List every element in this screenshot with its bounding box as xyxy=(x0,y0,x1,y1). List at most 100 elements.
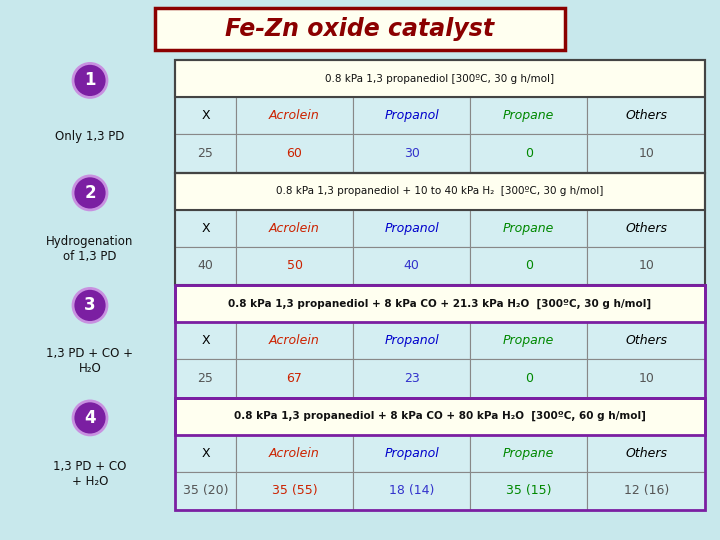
Bar xyxy=(353,322,470,359)
Bar xyxy=(175,285,705,322)
Text: 0: 0 xyxy=(525,372,533,385)
Text: Propane: Propane xyxy=(503,109,554,122)
Text: 0.8 kPa 1,3 propanediol [300ºC, 30 g h/mol]: 0.8 kPa 1,3 propanediol [300ºC, 30 g h/m… xyxy=(325,73,554,84)
Text: Only 1,3 PD: Only 1,3 PD xyxy=(55,130,125,143)
Bar xyxy=(175,322,236,359)
Bar xyxy=(470,210,588,247)
Bar xyxy=(588,322,705,359)
Text: 0.8 kPa 1,3 propanediol + 8 kPa CO + 80 kPa H₂O  [300ºC, 60 g h/mol]: 0.8 kPa 1,3 propanediol + 8 kPa CO + 80 … xyxy=(234,411,646,421)
Text: Acrolein: Acrolein xyxy=(269,447,320,460)
Bar xyxy=(175,285,705,397)
Bar xyxy=(175,172,705,285)
Text: Propanol: Propanol xyxy=(384,222,439,235)
Bar xyxy=(470,359,588,397)
Bar xyxy=(588,210,705,247)
Text: X: X xyxy=(201,447,210,460)
Bar xyxy=(588,359,705,397)
Bar xyxy=(470,472,588,510)
Bar xyxy=(175,359,236,397)
Bar xyxy=(175,60,705,97)
Bar xyxy=(236,472,353,510)
Text: 4: 4 xyxy=(84,409,96,427)
Text: Propane: Propane xyxy=(503,222,554,235)
Bar xyxy=(175,210,236,247)
Bar xyxy=(588,472,705,510)
Text: Acrolein: Acrolein xyxy=(269,334,320,347)
Text: Others: Others xyxy=(625,447,667,460)
Bar xyxy=(175,472,236,510)
Bar xyxy=(236,435,353,472)
Bar xyxy=(353,97,470,134)
Text: 10: 10 xyxy=(638,259,654,272)
Text: 0.8 kPa 1,3 propanediol + 8 kPa CO + 21.3 kPa H₂O  [300ºC, 30 g h/mol]: 0.8 kPa 1,3 propanediol + 8 kPa CO + 21.… xyxy=(228,299,652,309)
Bar xyxy=(175,97,236,134)
Text: 0: 0 xyxy=(525,259,533,272)
Bar xyxy=(175,397,705,435)
Text: Others: Others xyxy=(625,334,667,347)
Bar xyxy=(353,359,470,397)
Text: 25: 25 xyxy=(197,147,213,160)
Text: 40: 40 xyxy=(197,259,213,272)
Bar xyxy=(155,8,565,50)
Circle shape xyxy=(73,288,107,322)
Bar xyxy=(175,172,705,210)
Bar xyxy=(353,472,470,510)
Bar xyxy=(175,397,705,435)
Text: Acrolein: Acrolein xyxy=(269,222,320,235)
Bar xyxy=(236,97,353,134)
Text: 18 (14): 18 (14) xyxy=(389,484,434,497)
Bar xyxy=(175,134,236,172)
Text: 35 (15): 35 (15) xyxy=(506,484,552,497)
Text: Others: Others xyxy=(625,222,667,235)
Bar xyxy=(588,435,705,472)
Bar xyxy=(236,134,353,172)
Text: Propanol: Propanol xyxy=(384,109,439,122)
Bar xyxy=(470,247,588,285)
Text: 67: 67 xyxy=(287,372,302,385)
Bar xyxy=(236,322,353,359)
Bar xyxy=(236,359,353,397)
Bar xyxy=(588,247,705,285)
Bar xyxy=(236,210,353,247)
Text: 35 (55): 35 (55) xyxy=(271,484,318,497)
Text: Propanol: Propanol xyxy=(384,334,439,347)
Text: Propanol: Propanol xyxy=(384,447,439,460)
Bar xyxy=(353,210,470,247)
Text: X: X xyxy=(201,334,210,347)
Bar xyxy=(175,60,705,172)
Bar xyxy=(588,97,705,134)
Bar xyxy=(353,247,470,285)
Text: Acrolein: Acrolein xyxy=(269,109,320,122)
Text: 60: 60 xyxy=(287,147,302,160)
Text: X: X xyxy=(201,222,210,235)
Bar xyxy=(236,247,353,285)
Text: 25: 25 xyxy=(197,372,213,385)
Text: 23: 23 xyxy=(404,372,420,385)
Bar xyxy=(470,134,588,172)
Text: 2: 2 xyxy=(84,184,96,202)
Bar xyxy=(353,435,470,472)
Text: 1: 1 xyxy=(84,71,96,90)
Text: 3: 3 xyxy=(84,296,96,314)
Text: Propane: Propane xyxy=(503,334,554,347)
Bar xyxy=(175,247,236,285)
Text: 0.8 kPa 1,3 propanediol + 10 to 40 kPa H₂  [300ºC, 30 g h/mol]: 0.8 kPa 1,3 propanediol + 10 to 40 kPa H… xyxy=(276,186,603,196)
Text: 1,3 PD + CO +
H₂O: 1,3 PD + CO + H₂O xyxy=(47,348,133,375)
Bar xyxy=(588,134,705,172)
Bar xyxy=(470,435,588,472)
Bar xyxy=(175,172,705,210)
Text: 50: 50 xyxy=(287,259,302,272)
Text: 40: 40 xyxy=(404,259,420,272)
Text: 1,3 PD + CO
+ H₂O: 1,3 PD + CO + H₂O xyxy=(53,460,127,488)
Bar xyxy=(175,60,705,97)
Circle shape xyxy=(73,176,107,210)
Text: 10: 10 xyxy=(638,147,654,160)
Bar xyxy=(175,435,236,472)
Bar xyxy=(353,134,470,172)
Bar xyxy=(175,285,705,322)
Circle shape xyxy=(73,63,107,97)
Text: X: X xyxy=(201,109,210,122)
Bar xyxy=(470,322,588,359)
Text: 35 (20): 35 (20) xyxy=(183,484,228,497)
Bar xyxy=(175,397,705,510)
